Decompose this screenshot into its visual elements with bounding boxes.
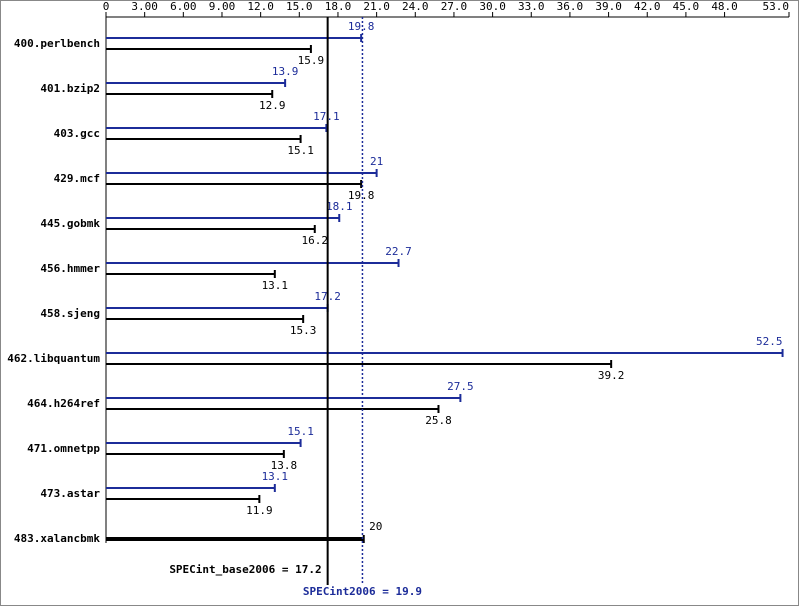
- value-label: 15.3: [290, 324, 317, 337]
- x-tick-label: 3.00: [131, 0, 158, 13]
- category-label: 462.libquantum: [7, 352, 100, 365]
- reference-label: SPECint2006 = 19.9: [303, 585, 422, 598]
- value-label: 39.2: [598, 369, 625, 382]
- x-tick-label: 53.0: [763, 0, 790, 13]
- x-tick-label: 27.0: [441, 0, 468, 13]
- category-label: 456.hmmer: [40, 262, 100, 275]
- x-tick-label: 9.00: [209, 0, 236, 13]
- x-tick-label: 6.00: [170, 0, 197, 13]
- value-label: 15.1: [287, 144, 314, 157]
- x-tick-label: 12.0: [247, 0, 274, 13]
- x-tick-label: 42.0: [634, 0, 661, 13]
- x-tick-label: 0: [103, 0, 110, 13]
- value-label: 13.9: [272, 65, 299, 78]
- value-label: 13.1: [262, 470, 289, 483]
- category-label: 400.perlbench: [14, 37, 100, 50]
- category-label: 429.mcf: [54, 172, 100, 185]
- category-label: 445.gobmk: [40, 217, 100, 230]
- value-label: 27.5: [447, 380, 474, 393]
- x-tick-label: 48.0: [711, 0, 738, 13]
- value-label: 19.8: [348, 20, 375, 33]
- category-label: 483.xalancbmk: [14, 532, 100, 545]
- value-label: 20: [369, 520, 382, 533]
- value-label: 52.5: [756, 335, 783, 348]
- value-label: 12.9: [259, 99, 286, 112]
- value-label: 13.8: [271, 459, 298, 472]
- value-label: 16.2: [302, 234, 329, 247]
- value-label: 13.1: [262, 279, 289, 292]
- x-tick-label: 18.0: [325, 0, 352, 13]
- category-label: 458.sjeng: [40, 307, 100, 320]
- value-label: 19.8: [348, 189, 375, 202]
- x-tick-label: 24.0: [402, 0, 429, 13]
- x-tick-label: 45.0: [673, 0, 700, 13]
- value-label: 18.1: [326, 200, 353, 213]
- value-label: 17.1: [313, 110, 340, 123]
- value-label: 15.1: [287, 425, 314, 438]
- x-tick-label: 36.0: [557, 0, 584, 13]
- category-label: 403.gcc: [54, 127, 100, 140]
- category-label: 473.astar: [40, 487, 100, 500]
- category-label: 464.h264ref: [27, 397, 100, 410]
- value-label: 21: [370, 155, 383, 168]
- reference-label: SPECint_base2006 = 17.2: [169, 563, 321, 576]
- x-tick-label: 15.0: [286, 0, 313, 13]
- value-label: 25.8: [425, 414, 452, 427]
- value-label: 15.9: [298, 54, 325, 67]
- value-label: 22.7: [385, 245, 412, 258]
- category-label: 401.bzip2: [40, 82, 100, 95]
- x-tick-label: 33.0: [518, 0, 545, 13]
- category-label: 471.omnetpp: [27, 442, 100, 455]
- x-tick-label: 39.0: [595, 0, 622, 13]
- value-label: 11.9: [246, 504, 273, 517]
- x-tick-label: 30.0: [479, 0, 506, 13]
- x-tick-label: 21.0: [363, 0, 390, 13]
